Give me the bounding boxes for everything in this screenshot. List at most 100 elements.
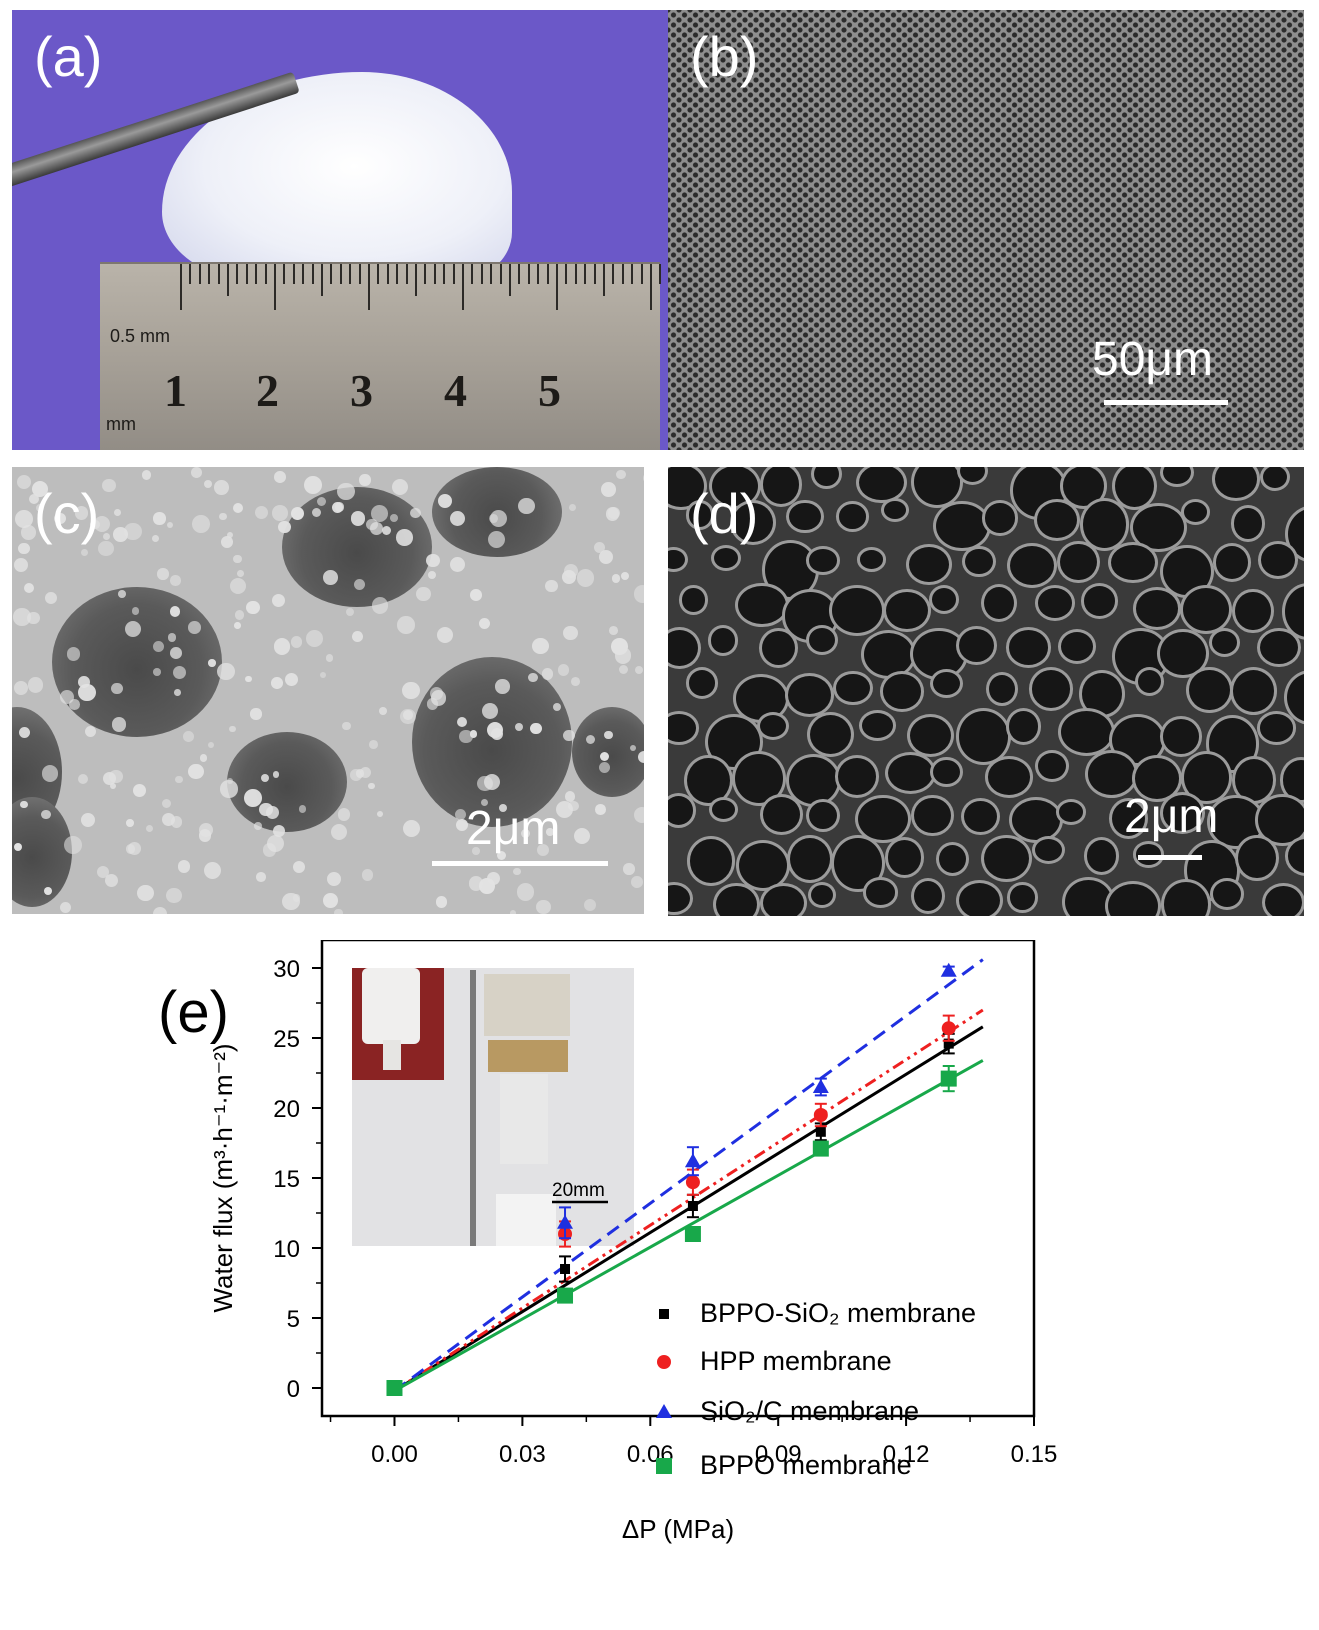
foam-cell (985, 503, 1015, 533)
foam-cell (1287, 508, 1304, 561)
particle-grain (614, 647, 631, 664)
particle-grain (616, 470, 626, 480)
panel-label-c: (c) (34, 482, 100, 545)
particle-grain (292, 861, 305, 874)
particle-grain (172, 665, 187, 680)
particle-grain (303, 475, 322, 494)
particle-grain (491, 727, 504, 740)
foam-cell (689, 669, 716, 696)
particle-grain (563, 625, 578, 641)
ruler-tick (217, 264, 220, 284)
particle-grain (334, 502, 345, 512)
particle-grain (593, 541, 605, 554)
particle-grain (59, 901, 71, 914)
ruler-tick (499, 264, 502, 284)
particle-grain (368, 782, 375, 789)
inset-photo: 20mm (352, 968, 634, 1246)
particle-grain (109, 783, 116, 790)
data-point (659, 1309, 669, 1319)
particle-grain (470, 589, 482, 601)
particle-grain (379, 707, 388, 715)
particle-grain (78, 774, 89, 785)
particle-grain (272, 771, 280, 778)
pore-hole (572, 707, 644, 797)
particle-grain (41, 809, 51, 820)
foam-cell (909, 546, 949, 582)
inset-column (500, 1074, 548, 1164)
particle-grain (208, 659, 216, 667)
particle-grain (44, 591, 57, 604)
particle-grain (456, 716, 467, 727)
particle-grain (284, 672, 299, 687)
foam-cell (1037, 501, 1078, 539)
particle-grain (633, 585, 644, 604)
foam-cell (958, 629, 994, 663)
foam-cell (1163, 882, 1209, 916)
foam-cell (861, 712, 894, 738)
particle-grain (229, 726, 236, 733)
particle-grain (333, 908, 343, 914)
sem-panel-c: (c) 2μm (12, 467, 644, 914)
ruler-tick (424, 264, 427, 284)
particle-grain (290, 636, 303, 648)
particle-grain (427, 571, 436, 580)
particle-grain (604, 730, 613, 739)
particle-grain (449, 510, 466, 527)
particle-grain (191, 467, 203, 478)
particle-grain (498, 804, 507, 813)
ruler-tick (292, 264, 295, 284)
ruler-tick (339, 264, 342, 284)
foam-cell (668, 796, 694, 825)
particle-grain (177, 860, 191, 873)
particle-grain (410, 507, 421, 519)
foam-cell (1260, 630, 1298, 665)
data-point (941, 1021, 956, 1036)
foam-cell (1258, 797, 1304, 843)
ruler-tick (593, 264, 596, 284)
foam-cell (733, 503, 773, 542)
particle-grain (376, 811, 384, 818)
foam-cell (1058, 801, 1084, 822)
data-point (940, 1070, 957, 1087)
foam-cell (1115, 467, 1155, 508)
foam-cell (1037, 588, 1073, 619)
foam-cell (808, 801, 837, 830)
particle-grain (111, 717, 126, 732)
fit-line (393, 1059, 984, 1393)
foam-cell (1162, 718, 1200, 754)
data-point (657, 1355, 671, 1369)
foam-cell (933, 671, 960, 695)
foam-cell (865, 880, 896, 906)
particle-grain (481, 702, 498, 719)
particle-grain (435, 896, 447, 908)
particle-grain (481, 799, 489, 807)
foam-cell (1259, 714, 1294, 743)
particle-grain (170, 575, 181, 586)
particle-grain (273, 638, 291, 655)
particle-grain (233, 554, 242, 564)
foam-cell (984, 587, 1014, 620)
particle-grain (81, 548, 89, 556)
particle-grain (402, 681, 420, 700)
particle-grain (532, 637, 549, 655)
particle-grain (436, 626, 454, 644)
ruler-tick (405, 264, 408, 284)
ruler-tick (462, 264, 464, 310)
foam-cell (1163, 467, 1191, 485)
ruler-tick (330, 264, 333, 284)
ruler-number: 1 (164, 365, 187, 416)
particle-grain (165, 887, 182, 904)
ruler-tick (509, 264, 511, 296)
particle-grain (170, 816, 183, 828)
particle-grain (254, 505, 269, 520)
ruler-tick (603, 264, 605, 296)
particle-grain (509, 910, 517, 914)
ruler-tick (452, 264, 455, 284)
foam-cell (1062, 467, 1105, 507)
foam-cell (886, 592, 928, 630)
sem-panel-b: (b) 50μm (668, 10, 1304, 450)
panel-label-d: (d) (690, 482, 759, 545)
inset-bottle (362, 968, 420, 1044)
foam-cell (668, 629, 698, 667)
particle-grain (403, 710, 413, 720)
